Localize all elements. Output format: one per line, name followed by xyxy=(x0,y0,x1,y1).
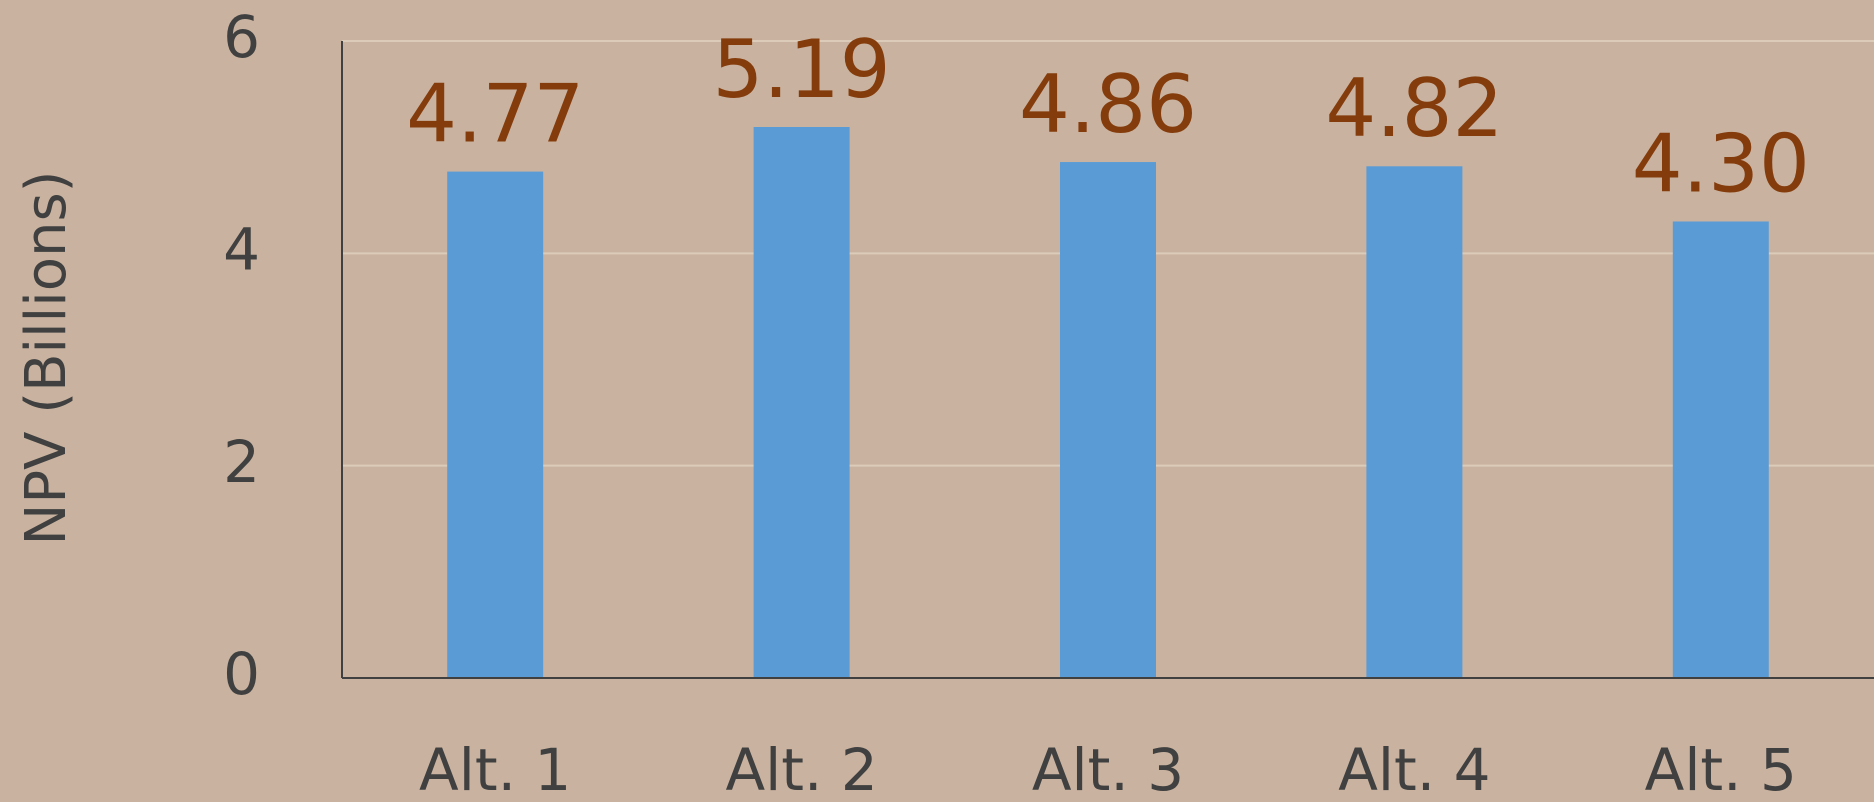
value-label: 5.19 xyxy=(713,23,891,116)
bar xyxy=(447,171,544,678)
y-tick-label: 0 xyxy=(223,640,260,708)
x-tick-label: Alt. 2 xyxy=(725,736,877,802)
x-tick-label: Alt. 1 xyxy=(419,736,571,802)
bar xyxy=(1366,166,1463,678)
y-tick-label: 6 xyxy=(223,3,260,71)
x-tick-label: Alt. 3 xyxy=(1032,736,1184,802)
x-tick-label: Alt. 5 xyxy=(1645,736,1797,802)
bar xyxy=(1672,221,1769,678)
value-label: 4.77 xyxy=(406,68,584,161)
bar xyxy=(1060,162,1156,678)
value-label: 4.82 xyxy=(1325,62,1503,155)
bar xyxy=(753,126,850,679)
x-tick-label: Alt. 4 xyxy=(1338,736,1490,802)
y-tick-label: 4 xyxy=(223,215,260,283)
y-axis-title: NPV (Billions) xyxy=(14,170,79,545)
value-label: 4.86 xyxy=(1019,58,1197,151)
y-tick-label: 2 xyxy=(223,428,260,496)
value-label: 4.30 xyxy=(1632,117,1810,210)
